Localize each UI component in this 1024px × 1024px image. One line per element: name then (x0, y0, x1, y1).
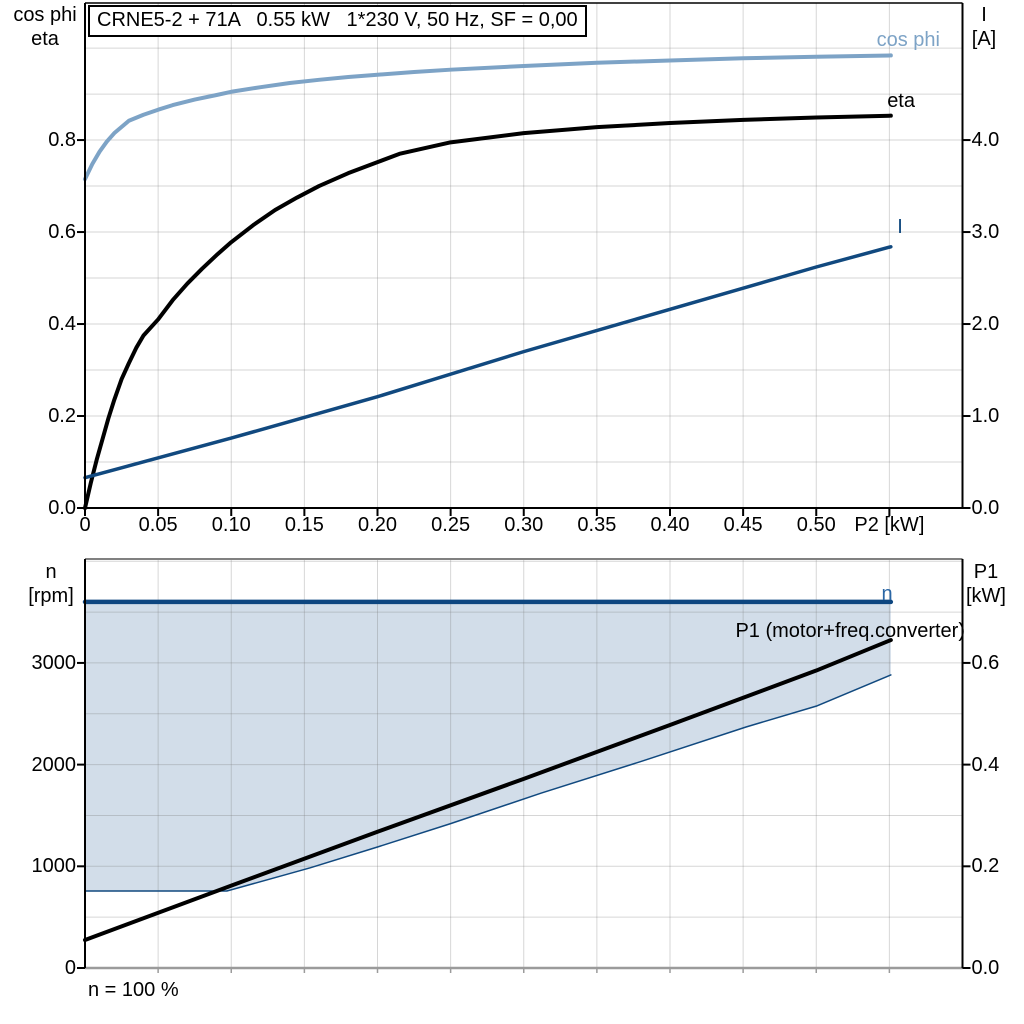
top-left-axis-title: cos phi eta (7, 3, 83, 51)
speed-percentage-note: n = 100 % (88, 979, 179, 1001)
left-tick-label: 0.6 (48, 221, 76, 244)
x-tick-label: 0.15 (284, 514, 324, 536)
x-tick-label: 0 (79, 514, 91, 536)
right-tick-label: 4.0 (971, 129, 1000, 152)
x-tick-label: 0.10 (211, 514, 251, 536)
left-tick-label: 2000 (31, 753, 77, 776)
x-tick-label: 0.45 (723, 514, 763, 536)
x-tick-label: P2 [kW] (854, 514, 925, 536)
eta-curve-label: eta (887, 90, 915, 112)
left-tick-label: 1000 (31, 855, 77, 878)
speed-axis-label: n (45, 561, 57, 583)
right-tick-label: 0.0 (971, 497, 1000, 519)
right-tick-label: 3.0 (971, 221, 1000, 244)
top-right-axis-title: I [A] (957, 3, 1011, 51)
right-tick-label: 0.2 (971, 855, 1000, 878)
x-tick-label: 0.50 (796, 514, 836, 536)
right-tick-label: 2.0 (971, 313, 1000, 336)
x-tick-label: 0.20 (358, 514, 397, 536)
bottom-right-axis-title: P1 [kW] (960, 560, 1012, 608)
left-tick-label: 0 (64, 957, 76, 979)
p1-axis-label: P1 (973, 561, 999, 583)
current-curve-label: I (897, 216, 903, 238)
left-tick-label: 3000 (31, 651, 77, 674)
eta-axis-label: eta (31, 28, 59, 50)
p1-curve-label: P1 (motor+freq.converter) (735, 620, 965, 642)
right-tick-label: 0.0 (971, 957, 1000, 979)
x-tick-label: 0.25 (431, 514, 471, 536)
left-tick-label: 0.0 (48, 497, 76, 519)
current-axis-label: I (981, 4, 987, 26)
right-tick-label: 1.0 (971, 405, 1000, 427)
x-tick-label: 0.05 (138, 514, 178, 536)
bottom-left-axis-title: n [rpm] (8, 560, 94, 608)
chart-title: CRNE5-2 + 71A 0.55 kW 1*230 V, 50 Hz, SF… (88, 5, 587, 37)
ampere-unit-label: [A] (971, 28, 997, 50)
x-tick-label: 0.35 (577, 514, 617, 536)
cos-phi-curve-label: cos phi (876, 29, 940, 51)
n-curve-label: n (881, 583, 893, 605)
cos-phi-axis-label: cos phi (13, 4, 77, 26)
right-tick-label: 0.6 (971, 651, 1000, 674)
left-tick-label: 0.4 (48, 313, 76, 336)
right-tick-label: 0.4 (971, 753, 1000, 776)
x-tick-label: 0.40 (650, 514, 690, 536)
left-tick-label: 0.8 (48, 129, 76, 152)
rpm-unit-label: [rpm] (28, 585, 74, 607)
left-tick-label: 0.2 (48, 405, 76, 427)
kw-unit-label: [kW] (966, 585, 1006, 607)
x-tick-label: 0.30 (504, 514, 544, 536)
